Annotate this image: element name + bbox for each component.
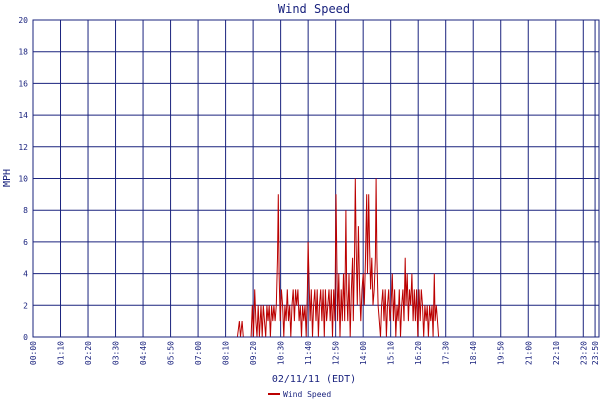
series-line-wind-speed: [33, 178, 599, 338]
x-tick-label: 17:30: [442, 341, 451, 365]
y-axis-label: MPH: [2, 169, 13, 187]
y-tick-label: 2: [23, 301, 28, 310]
x-tick-label: 08:10: [222, 341, 231, 365]
x-tick-label: 22:10: [552, 341, 561, 365]
x-tick-label: 15:10: [387, 341, 396, 365]
x-tick-label: 12:50: [332, 341, 341, 365]
x-tick-labels: 00:00 01:10 02:20 03:30 04:40 05:50 07:00 08:10…: [29, 341, 600, 365]
y-tick-label: 14: [18, 111, 28, 120]
x-tick-label: 21:00: [524, 341, 533, 365]
y-tick-label: 12: [18, 143, 28, 152]
x-tick-label: 10:30: [277, 341, 286, 365]
y-tick-label: 16: [18, 79, 28, 88]
x-tick-label: 07:00: [194, 341, 203, 365]
x-tick-label: 23:50: [591, 341, 600, 365]
legend-label: Wind Speed: [283, 390, 331, 399]
chart-title: Wind Speed: [278, 2, 350, 16]
grid: [32, 19, 599, 338]
y-tick-label: 0: [23, 333, 28, 342]
legend: Wind Speed: [268, 390, 331, 399]
x-tick-label: 05:50: [167, 341, 176, 365]
x-tick-label: 04:40: [139, 341, 148, 365]
y-tick-label: 18: [18, 48, 28, 57]
x-tick-label: 09:20: [249, 341, 258, 365]
plot-frame: [32, 19, 600, 338]
y-tick-label: 6: [23, 238, 28, 247]
y-tick-label: 8: [23, 206, 28, 215]
x-tick-label: 14:00: [359, 341, 368, 365]
series-layer: [33, 178, 599, 338]
x-tick-label: 01:10: [57, 341, 66, 365]
x-tick-label: 03:30: [112, 341, 121, 365]
x-tick-label: 18:40: [469, 341, 478, 365]
x-tick-label: 16:20: [414, 341, 423, 365]
x-tick-label: 19:50: [497, 341, 506, 365]
x-axis-label: 02/11/11 (EDT): [272, 374, 356, 385]
y-tick-label: 4: [23, 270, 28, 279]
x-tick-label: 23:20: [579, 341, 588, 365]
y-tick-label: 10: [18, 175, 28, 184]
y-tick-labels: 0 2 4 6 8 10 12 14 16 18 20: [18, 16, 28, 342]
x-tick-label: 00:00: [29, 341, 38, 365]
x-tick-label: 11:40: [304, 341, 313, 365]
y-tick-label: 20: [18, 16, 28, 25]
x-tick-label: 02:20: [84, 341, 93, 365]
